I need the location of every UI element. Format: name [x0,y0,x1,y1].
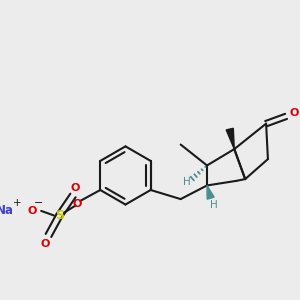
Polygon shape [207,185,214,199]
Polygon shape [226,128,234,149]
Text: H: H [210,200,218,211]
Text: O: O [40,238,50,249]
Text: S: S [55,209,64,222]
Text: O: O [70,183,80,193]
Text: O: O [73,199,82,208]
Text: +: + [13,198,22,208]
Text: H: H [183,177,191,187]
Text: O: O [27,206,37,216]
Text: O: O [290,108,299,118]
Text: Na: Na [0,204,14,218]
Text: −: − [34,198,43,208]
